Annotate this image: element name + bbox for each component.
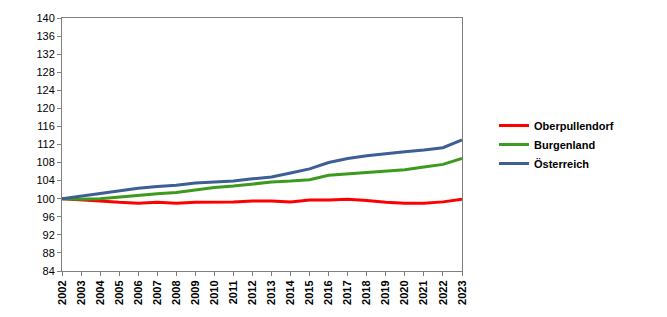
svg-text:2003: 2003	[75, 280, 87, 304]
svg-text:2004: 2004	[94, 280, 106, 305]
svg-text:Österreich: Österreich	[534, 158, 589, 170]
svg-text:2022: 2022	[437, 280, 449, 304]
svg-text:84: 84	[43, 265, 55, 277]
svg-text:2016: 2016	[322, 280, 334, 304]
svg-text:2002: 2002	[56, 280, 68, 304]
svg-text:2014: 2014	[284, 280, 296, 305]
svg-text:2011: 2011	[227, 280, 239, 304]
svg-text:140: 140	[36, 12, 54, 24]
svg-text:136: 136	[36, 30, 54, 42]
svg-text:128: 128	[36, 66, 54, 78]
svg-text:2023: 2023	[456, 280, 468, 304]
svg-text:2005: 2005	[113, 280, 125, 304]
svg-text:2007: 2007	[151, 280, 163, 304]
svg-text:120: 120	[36, 102, 54, 114]
svg-text:2020: 2020	[398, 280, 410, 304]
svg-text:92: 92	[43, 229, 55, 241]
svg-text:2006: 2006	[132, 280, 144, 304]
svg-text:104: 104	[36, 174, 54, 186]
svg-text:108: 108	[36, 156, 54, 168]
svg-text:88: 88	[43, 247, 55, 259]
svg-text:96: 96	[43, 211, 55, 223]
svg-text:132: 132	[36, 48, 54, 60]
svg-text:116: 116	[37, 120, 55, 132]
svg-text:100: 100	[36, 193, 54, 205]
svg-text:Burgenland: Burgenland	[534, 139, 595, 151]
svg-text:2009: 2009	[189, 280, 201, 304]
svg-text:2013: 2013	[265, 280, 277, 304]
svg-text:Oberpullendorf: Oberpullendorf	[534, 120, 614, 132]
svg-text:124: 124	[36, 84, 54, 96]
svg-text:2018: 2018	[360, 280, 372, 304]
svg-text:2012: 2012	[246, 280, 258, 304]
svg-text:2019: 2019	[379, 280, 391, 304]
svg-text:112: 112	[37, 138, 55, 150]
svg-text:2021: 2021	[417, 280, 429, 304]
svg-text:2010: 2010	[208, 280, 220, 304]
svg-text:2008: 2008	[170, 280, 182, 304]
svg-text:2015: 2015	[303, 280, 315, 304]
svg-text:2017: 2017	[341, 280, 353, 304]
